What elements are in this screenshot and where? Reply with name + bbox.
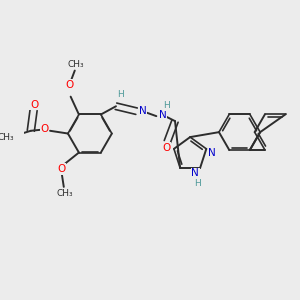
Text: O: O [162, 143, 170, 153]
Text: CH₃: CH₃ [67, 60, 84, 69]
Text: H: H [117, 90, 124, 99]
Text: O: O [30, 100, 38, 110]
Text: O: O [40, 124, 49, 134]
Text: H: H [194, 178, 201, 188]
Text: N: N [208, 148, 216, 158]
Text: N: N [158, 110, 166, 120]
Text: N: N [139, 106, 146, 116]
Text: CH₃: CH₃ [57, 189, 74, 198]
Text: O: O [65, 80, 74, 90]
Text: O: O [57, 164, 65, 174]
Text: N: N [191, 168, 199, 178]
Text: CH₃: CH₃ [0, 133, 14, 142]
Text: H: H [164, 101, 170, 110]
